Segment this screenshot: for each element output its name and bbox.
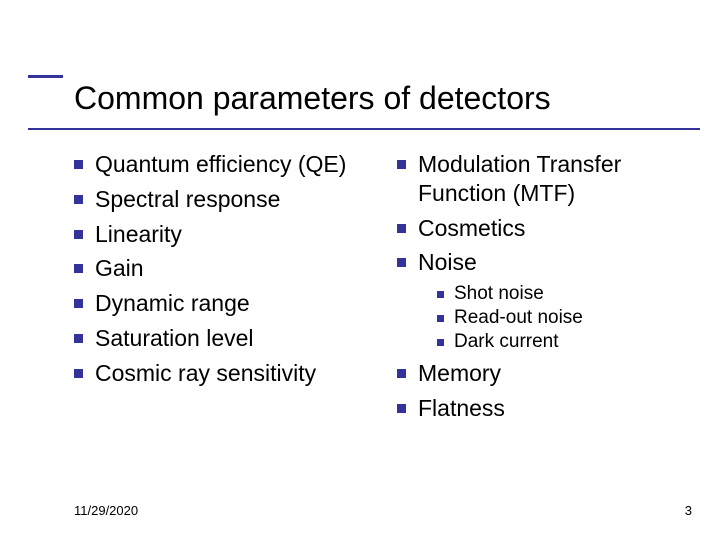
list-item: Flatness [397,394,690,423]
list-item: Quantum efficiency (QE) [74,150,367,179]
bullet-icon [397,160,406,169]
footer-page-number: 3 [685,503,692,518]
list-item: Memory [397,359,690,388]
sub-item: Dark current [437,331,690,353]
footer-date: 11/29/2020 [74,503,138,518]
item-text: Spectral response [95,185,280,214]
bullet-icon [74,230,83,239]
sub-text: Dark current [454,331,559,353]
list-item: Cosmetics [397,214,690,243]
list-item: Modulation Transfer Function (MTF) [397,150,690,208]
bullet-icon [397,224,406,233]
bullet-icon [74,195,83,204]
item-text: Dynamic range [95,289,250,318]
list-item: Linearity [74,220,367,249]
item-text: Cosmetics [418,214,525,243]
bullet-icon [437,315,444,322]
item-text: Flatness [418,394,505,423]
item-text: Noise [418,248,477,277]
list-item: Saturation level [74,324,367,353]
bullet-icon [397,369,406,378]
bullet-icon [74,334,83,343]
bullet-icon [397,258,406,267]
sub-item: Shot noise [437,283,690,305]
item-text: Quantum efficiency (QE) [95,150,346,179]
bullet-icon [74,299,83,308]
item-text: Memory [418,359,501,388]
item-text: Cosmic ray sensitivity [95,359,316,388]
list-item: Spectral response [74,185,367,214]
bullet-icon [74,264,83,273]
item-text: Linearity [95,220,182,249]
slide: Common parameters of detectors Quantum e… [0,0,720,540]
right-column: Modulation Transfer Function (MTF) Cosme… [397,150,690,480]
title-underline [28,128,700,130]
right-list: Modulation Transfer Function (MTF) Cosme… [397,150,690,423]
bullet-icon [74,369,83,378]
list-item: Noise [397,248,690,277]
bullet-icon [397,404,406,413]
bullet-icon [437,291,444,298]
sub-text: Read-out noise [454,307,583,329]
sub-item: Read-out noise [437,307,690,329]
bullet-icon [74,160,83,169]
item-text: Saturation level [95,324,254,353]
bullet-icon [437,339,444,346]
item-text: Modulation Transfer Function (MTF) [418,150,690,208]
accent-line [28,75,63,78]
left-list: Quantum efficiency (QE) Spectral respons… [74,150,367,387]
item-text: Gain [95,254,144,283]
sub-text: Shot noise [454,283,544,305]
list-item: Gain [74,254,367,283]
list-item: Dynamic range [74,289,367,318]
list-item: Cosmic ray sensitivity [74,359,367,388]
left-column: Quantum efficiency (QE) Spectral respons… [74,150,367,480]
slide-body: Quantum efficiency (QE) Spectral respons… [74,150,690,480]
slide-title: Common parameters of detectors [74,80,551,117]
sub-list: Shot noise Read-out noise Dark current [437,283,690,353]
